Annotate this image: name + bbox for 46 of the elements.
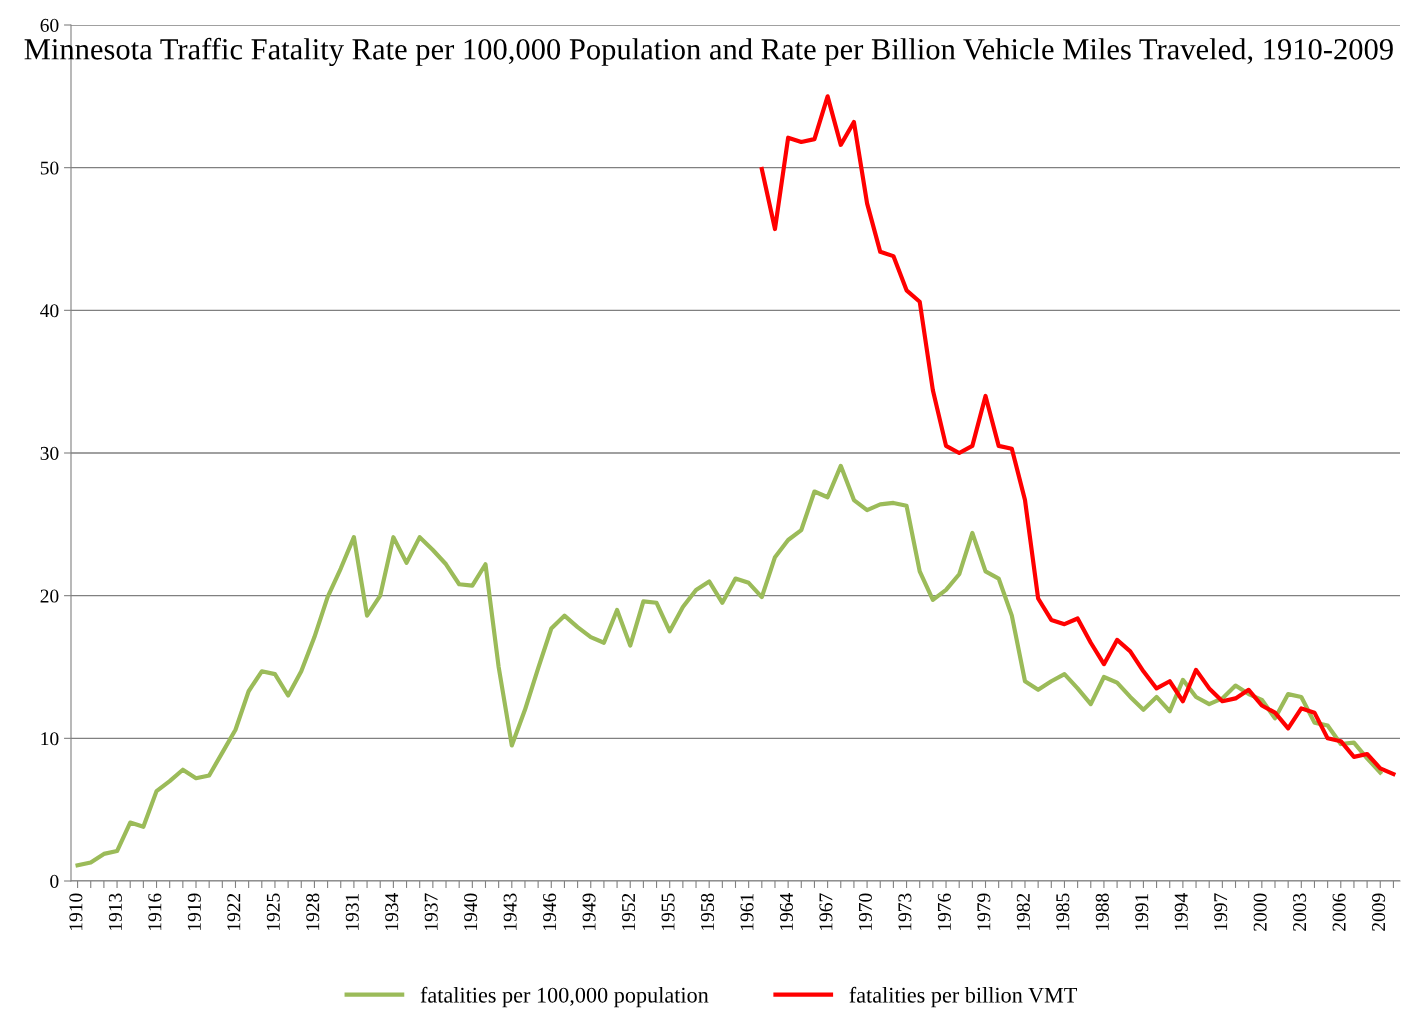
y-tick-label: 0	[50, 874, 59, 888]
y-tick-label: 10	[41, 732, 59, 746]
x-tick-label: 1952	[622, 893, 636, 930]
x-tick-label: 1910	[69, 893, 83, 930]
x-tick-label: 1994	[1174, 893, 1188, 930]
legend-label: fatalities per 100,000 population	[420, 986, 709, 1008]
x-tick-label: 1988	[1095, 893, 1109, 930]
x-tick-label: 2000	[1253, 893, 1267, 931]
x-tick-label: 1919	[187, 893, 201, 930]
x-tick-label: 2006	[1332, 893, 1346, 931]
x-tick-label: 1934	[385, 893, 399, 930]
x-tick-label: 1943	[503, 893, 517, 930]
x-tick-label: 1970	[858, 893, 872, 930]
x-tick-label: 1961	[740, 893, 754, 930]
x-tick-label: 1958	[700, 893, 715, 930]
legend-label: fatalities per billion VMT	[849, 986, 1077, 1008]
x-tick-label: 2009	[1372, 893, 1386, 931]
y-tick-label: 60	[40, 18, 59, 32]
x-tick-label: 1964	[779, 893, 793, 930]
x-tick-label: 1916	[148, 893, 162, 930]
x-tick-label: 1946	[543, 893, 557, 930]
y-tick-label: 40	[40, 304, 59, 318]
y-tick-label: 50	[40, 161, 59, 175]
x-tick-label: 1979	[977, 893, 991, 930]
x-tick-label: 1940	[464, 893, 478, 930]
x-tick-label: 1985	[1056, 893, 1070, 930]
x-tick-label: 1955	[661, 893, 675, 930]
y-tick-label: 20	[40, 589, 59, 603]
y-tick-label: 30	[40, 446, 59, 460]
x-tick-label: 1922	[227, 893, 241, 930]
x-tick-label: 1925	[266, 893, 280, 930]
x-tick-label: 2003	[1293, 893, 1307, 931]
chart-title: Minnesota Traffic Fatality Rate per 100,000 Population and Rate per Billion Vehicle Miles Traveled, 1910-2009	[24, 37, 1393, 66]
line-series	[75, 463, 1383, 868]
x-tick-label: 1967	[819, 893, 833, 930]
x-tick-label: 1937	[424, 893, 438, 930]
x-tick-label: 1982	[1016, 893, 1030, 930]
x-tick-label: 1991	[1135, 893, 1149, 930]
x-tick-label: 1976	[937, 893, 951, 930]
line-series	[759, 94, 1396, 777]
x-tick-label: 1913	[108, 893, 122, 930]
x-tick-label: 1973	[898, 893, 912, 930]
x-tick-label: 1997	[1214, 893, 1228, 930]
x-tick-label: 1931	[345, 893, 359, 930]
x-tick-label: 1928	[306, 893, 320, 930]
x-tick-label: 1949	[582, 893, 596, 930]
